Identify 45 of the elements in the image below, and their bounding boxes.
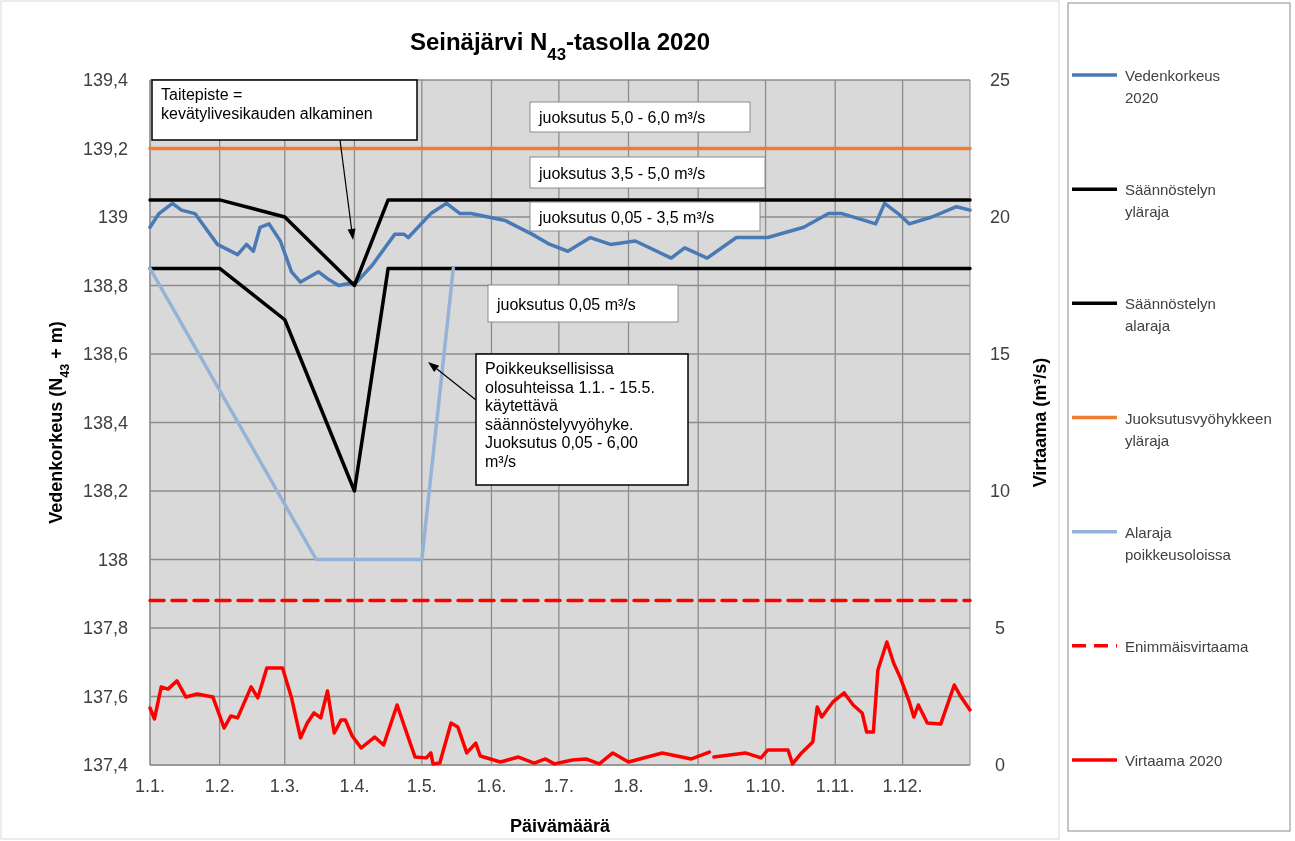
- x-tick-label: 1.12.: [882, 776, 923, 796]
- annotation: juoksutus 0,05 m³/s: [496, 295, 636, 313]
- y2-tick-label: 0: [994, 755, 1006, 775]
- y-tick-label: 138,8: [82, 275, 128, 296]
- legend-label: Juoksutusvyöhykkeen yläraja: [1125, 409, 1272, 449]
- y-tick-label: 137,4: [82, 755, 128, 775]
- y-tick-label: 138: [97, 549, 128, 570]
- legend-label: Säännöstelyn alaraja: [1125, 295, 1216, 335]
- annotation: juoksutus 0,05 - 3,5 m³/s: [538, 208, 715, 226]
- y-tick-label: 139,2: [82, 138, 128, 159]
- legend-label: Vedenkorkeus 2020: [1125, 67, 1221, 106]
- y-tick-label: 137,6: [82, 686, 128, 707]
- x-tick-label: 1.9.: [683, 776, 714, 796]
- legend-label: Alaraja poikkeusoloissa: [1125, 523, 1232, 563]
- y-tick-label: 137,8: [82, 618, 128, 638]
- legend-label: Säännöstelyn yläraja: [1125, 181, 1216, 221]
- x-tick-label: 1.11.: [815, 776, 855, 796]
- x-tick-label: 1.4.: [339, 776, 370, 796]
- y-tick-label: 138,6: [82, 344, 128, 364]
- x-tick-label: 1.6.: [476, 776, 507, 796]
- y2-tick-label: 10: [989, 481, 1011, 501]
- x-tick-label: 1.7.: [543, 776, 574, 796]
- annotation: juoksutus 3,5 - 5,0 m³/s: [538, 164, 706, 182]
- annotation: Poikkeuksellisissa olosuhteissa 1.1. - 15.5. käytettävä säännöstelyvyöhyke. Juoksutus 0,05 - 6,00 m³/s: [485, 360, 655, 470]
- x-tick-label: 1.5.: [406, 776, 437, 796]
- x-axis-title: Päivämäärä: [509, 816, 612, 836]
- legend-label: Virtaama 2020: [1125, 752, 1223, 769]
- x-tick-label: 1.1.: [134, 776, 166, 796]
- x-tick-label: 1.10.: [745, 776, 786, 796]
- y-tick-label: 138,4: [82, 412, 128, 433]
- x-tick-label: 1.2.: [204, 776, 235, 796]
- y2-tick-label: 15: [989, 344, 1011, 364]
- chart-title: Seinäjärvi N$_{43}$-tasolla 2020: [409, 28, 711, 64]
- y2-tick-label: 20: [989, 207, 1011, 227]
- y2-axis-title: Virtaama (m³/s): [1030, 357, 1050, 488]
- annotation: Taitepiste = kevätylivesikauden alkaminen: [161, 86, 373, 122]
- legend-label: Enimmäisvirtaama: [1125, 637, 1250, 655]
- x-tick-label: 1.8.: [613, 776, 644, 796]
- x-tick-label: 1.3.: [269, 776, 300, 796]
- y2-tick-label: 5: [994, 618, 1006, 638]
- y2-tick-label: 25: [989, 70, 1011, 90]
- y-tick-label: 139: [97, 207, 128, 227]
- annotation: juoksutus 5,0 - 6,0 m³/s: [538, 109, 706, 126]
- y-tick-label: 139,4: [82, 70, 128, 90]
- y-tick-label: 138,2: [82, 481, 128, 501]
